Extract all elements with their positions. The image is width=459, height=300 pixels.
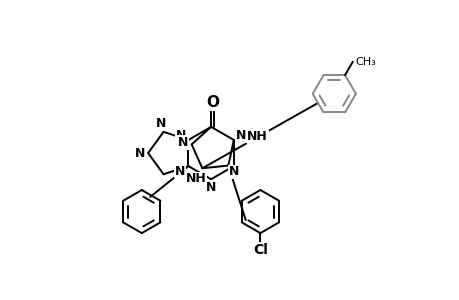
Text: N: N [175,165,185,178]
Text: N: N [175,129,186,142]
Text: N: N [206,181,216,194]
Text: N: N [228,165,239,178]
Text: Cl: Cl [252,243,267,257]
Text: N: N [134,146,145,160]
Text: N: N [235,129,246,142]
Text: O: O [205,95,218,110]
Text: CH₃: CH₃ [355,57,376,67]
Text: N: N [178,136,188,149]
Text: NH: NH [185,172,206,185]
Text: NH: NH [247,130,268,143]
Text: N: N [156,117,166,130]
